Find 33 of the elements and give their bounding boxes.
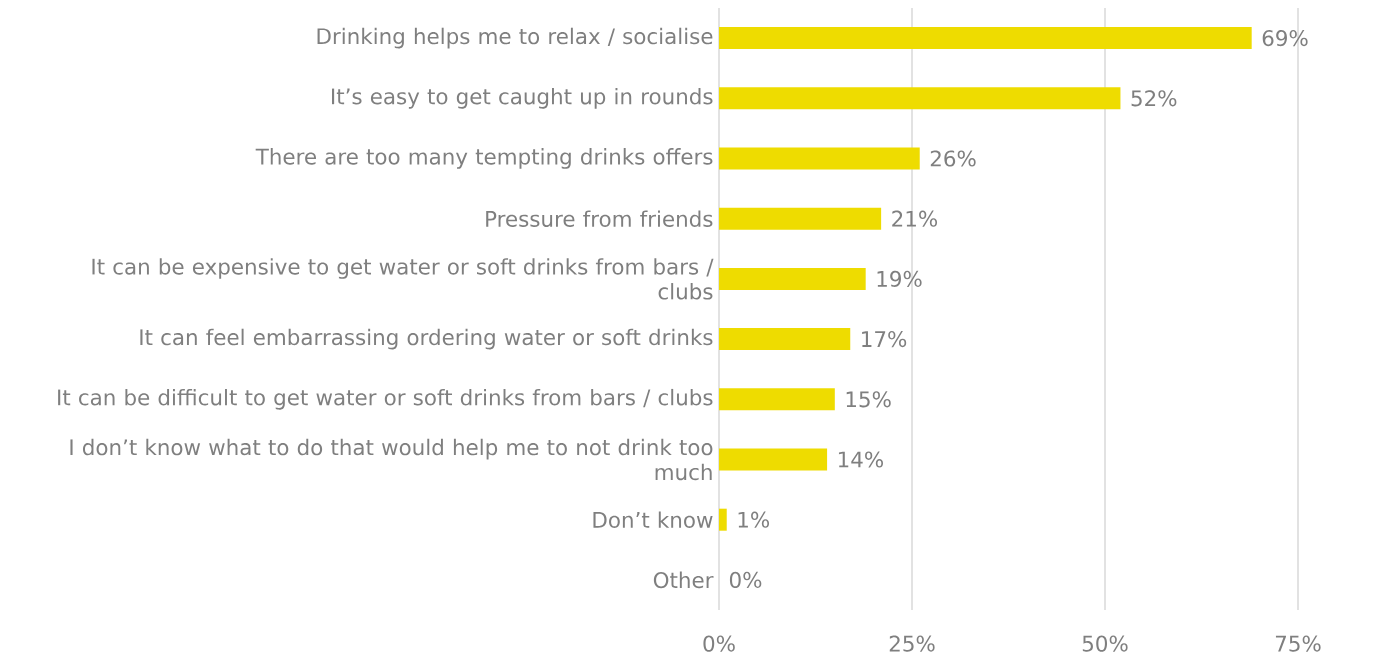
y-tick-label: Other: [653, 571, 714, 589]
y-tick-label: Drinking helps me to relax / socialise: [317, 27, 713, 49]
x-tick-label: 75%: [1275, 635, 1321, 652]
bar: [719, 27, 1252, 50]
bar: [719, 328, 851, 351]
bar: [719, 207, 882, 230]
x-tick-label: 50%: [1082, 635, 1128, 652]
y-tick-label: It can feel embarrassing ordering water or soft drinks: [140, 328, 713, 350]
data-label: 19%: [877, 270, 922, 287]
bar: [719, 508, 727, 531]
data-label: 1%: [738, 511, 770, 528]
y-tick-label: It can be expensive to get water or soft drinks from bars / clubs: [92, 258, 714, 300]
data-label: 0%: [729, 571, 762, 588]
x-tick-label: 25%: [889, 635, 935, 652]
data-label: 52%: [1131, 90, 1177, 107]
y-tick-label: Pressure from friends: [486, 210, 713, 227]
bar: [719, 448, 828, 471]
data-label: 14%: [838, 451, 884, 468]
x-tick-label: 0%: [703, 635, 735, 652]
data-label: 26%: [930, 150, 976, 167]
data-label: 15%: [846, 391, 891, 408]
data-label: 69%: [1262, 29, 1308, 47]
y-tick-label: It’s easy to get caught up in rounds: [332, 87, 713, 109]
y-tick-label: Don’t know: [593, 511, 713, 528]
bar: [719, 147, 920, 170]
data-label: 21%: [892, 210, 938, 227]
y-tick-label: There are too many tempting drinks offers: [255, 148, 713, 169]
y-tick-label: I don’t know what to do that would help me to not drink too much: [70, 438, 713, 481]
bar: [719, 388, 835, 411]
bar: [719, 87, 1121, 110]
y-tick-label: It can be difficult to get water or soft drinks from bars / clubs: [58, 388, 713, 410]
bar: [719, 267, 866, 290]
data-label: 17%: [862, 330, 907, 348]
